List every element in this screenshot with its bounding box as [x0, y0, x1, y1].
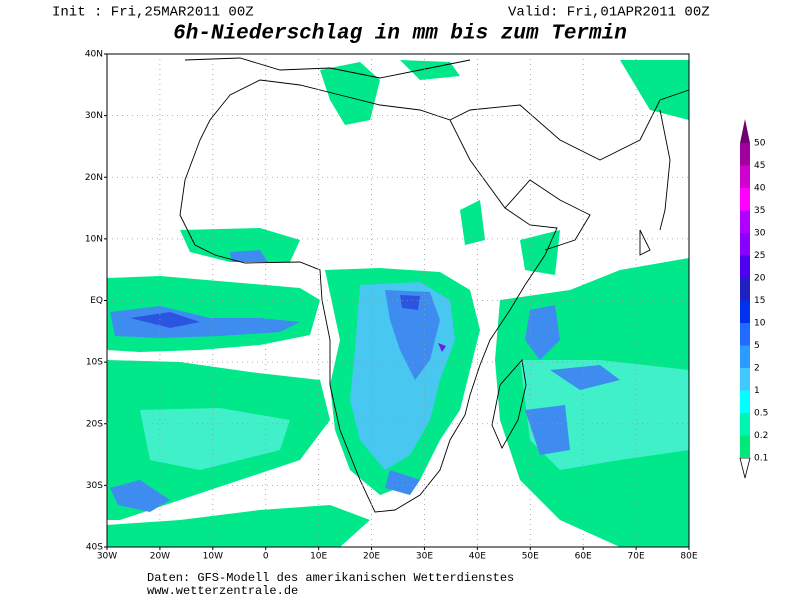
legend-swatch	[740, 278, 750, 301]
legend-swatch	[740, 368, 750, 391]
legend-swatch	[740, 435, 750, 458]
legend-label: 35	[754, 206, 765, 216]
lon-label: 20E	[363, 552, 380, 562]
legend-label: 40	[754, 184, 766, 194]
lat-label: 40N	[85, 50, 103, 60]
lat-label: 10S	[86, 358, 103, 368]
lon-label: 20W	[150, 552, 170, 562]
lon-label: 30E	[416, 552, 433, 562]
lon-label: 40E	[469, 552, 486, 562]
lon-label: 10W	[203, 552, 223, 562]
legend-label: 0.2	[754, 431, 768, 441]
legend-label: 15	[754, 296, 765, 306]
legend-swatch	[740, 390, 750, 413]
lat-label: 20N	[85, 173, 103, 183]
legend-swatch	[740, 210, 750, 233]
lat-label: 40S	[86, 543, 103, 553]
legend-swatch	[740, 255, 750, 278]
legend-tail	[739, 457, 751, 479]
valid-time: Valid: Fri,01APR2011 00Z	[508, 5, 710, 21]
lat-label: 10N	[85, 234, 103, 244]
legend-swatch	[740, 413, 750, 436]
lon-label: 60E	[575, 552, 592, 562]
legend-label: 25	[754, 251, 765, 261]
legend-label: 1	[754, 386, 760, 396]
legend-label: 0.1	[754, 454, 768, 464]
lat-label: 30N	[85, 111, 103, 121]
lon-label: 30W	[97, 552, 117, 562]
lon-label: 70E	[628, 552, 645, 562]
legend-swatch	[740, 188, 750, 211]
legend-swatch	[740, 143, 750, 166]
footer-url: www.wetterzentrale.de	[147, 584, 298, 598]
legend-label: 5	[754, 341, 760, 351]
legend-label: 20	[754, 274, 766, 284]
lon-label: 0	[263, 552, 269, 562]
lat-label: 30S	[86, 481, 103, 491]
legend-swatch	[740, 119, 750, 143]
lon-label: 50E	[522, 552, 539, 562]
legend-swatch	[740, 345, 750, 368]
lon-label: 80E	[680, 552, 697, 562]
legend-label: 45	[754, 161, 765, 171]
footer-source: Daten: GFS-Modell des amerikanischen Wet…	[147, 571, 514, 585]
legend-label: 0.5	[754, 409, 768, 419]
legend-label: 2	[754, 364, 760, 374]
lat-label: EQ	[90, 296, 103, 306]
map-title: 6h-Niederschlag in mm bis zum Termin	[173, 23, 627, 46]
legend-label: 50	[754, 139, 766, 149]
legend-swatch	[740, 233, 750, 256]
legend-label: 30	[754, 229, 766, 239]
lat-label: 20S	[86, 419, 103, 429]
coastlines	[179, 57, 690, 513]
lon-label: 10E	[310, 552, 327, 562]
legend-label: 10	[754, 319, 766, 329]
legend-swatch	[740, 165, 750, 188]
init-time: Init : Fri,25MAR2011 00Z	[52, 5, 254, 21]
precipitation	[107, 60, 689, 547]
legend-swatch	[740, 300, 750, 323]
legend-swatch	[740, 323, 750, 346]
